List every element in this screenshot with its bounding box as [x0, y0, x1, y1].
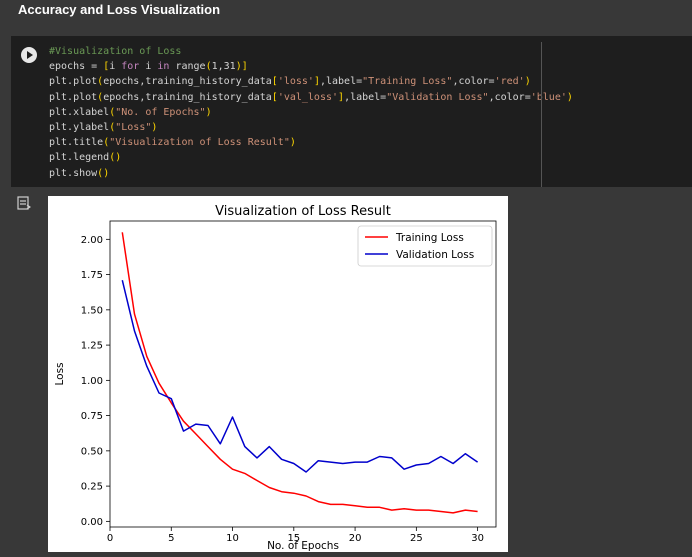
x-tick-label: 25 [410, 533, 423, 544]
x-axis-label: No. of Epochs [267, 540, 339, 552]
y-tick-label: 0.25 [81, 482, 103, 493]
code-token: ( [97, 91, 104, 103]
y-tick-label: 2.00 [81, 235, 103, 246]
x-tick-label: 30 [471, 533, 484, 544]
code-line: plt.plot(epochs,training_history_data['v… [49, 90, 573, 105]
code-token: plt.xlabel [49, 106, 110, 118]
play-icon [27, 51, 33, 59]
code-token: ( [109, 106, 116, 118]
code-editor[interactable]: #Visualization of Loss epochs = [i for i … [49, 44, 573, 181]
code-token: ( [205, 61, 212, 73]
y-tick-label: 1.25 [81, 341, 103, 352]
code-token: epochs = [49, 61, 104, 73]
code-token: ,label= [319, 76, 363, 88]
x-tick-label: 15 [287, 533, 300, 544]
y-tick-label: 1.00 [81, 376, 103, 387]
section-header: Accuracy and Loss Visualization [0, 0, 692, 34]
code-token: ) [151, 121, 158, 133]
code-token: plt.plot [49, 76, 98, 88]
series-line-validation-loss [121, 280, 479, 473]
code-token: ( [97, 76, 104, 88]
code-token: plt.show [49, 167, 98, 179]
code-token: for [121, 61, 140, 73]
code-token: ( [109, 121, 116, 133]
run-cell-button[interactable] [21, 47, 37, 63]
code-line: plt.xlabel("No. of Epochs") [49, 105, 573, 120]
loss-chart: Visualization of Loss Result 0 5 10 15 20 25 30… [54, 204, 497, 552]
code-token: i [109, 61, 122, 73]
code-token: [ [271, 91, 278, 103]
legend-label: Validation Loss [396, 249, 474, 261]
legend-box [357, 225, 493, 267]
code-token: [ [103, 61, 110, 73]
plot-output: Visualization of Loss Result 0 5 10 15 20 25 30… [48, 196, 508, 552]
code-token: ( [97, 167, 104, 179]
code-token: ) [289, 137, 296, 149]
x-tick-label: 0 [107, 533, 113, 544]
code-token: 'red' [494, 76, 525, 88]
output-toggle-icon[interactable] [17, 196, 32, 210]
code-token: 'loss' [277, 76, 314, 88]
code-line: plt.show() [49, 166, 573, 181]
code-token: ,color= [488, 91, 531, 103]
chart-title: Visualization of Loss Result [215, 204, 391, 219]
ruler-line [541, 42, 542, 187]
code-line: plt.plot(epochs,training_history_data['l… [49, 74, 573, 89]
y-tick-label: 0.75 [81, 411, 103, 422]
code-token: ,label= [344, 91, 387, 103]
code-line: plt.ylabel("Loss") [49, 120, 573, 135]
code-token: ] [241, 61, 248, 73]
code-token: "Loss" [115, 121, 152, 133]
code-token: ) [566, 91, 573, 103]
code-token: 'val_loss' [277, 91, 339, 103]
code-token: "Training Loss" [362, 76, 453, 88]
code-token: range [169, 61, 206, 73]
code-line: plt.legend() [49, 150, 573, 165]
code-token: epochs,training_history_data [103, 91, 272, 103]
code-token: ) [115, 152, 122, 164]
code-token: ] [313, 76, 320, 88]
code-line: plt.title("Visualization of Loss Result"… [49, 135, 573, 150]
code-token: plt.ylabel [49, 121, 110, 133]
x-tick-label: 20 [349, 533, 362, 544]
code-token: ) [205, 106, 212, 118]
x-tick-label: 10 [226, 533, 239, 544]
code-line: #Visualization of Loss [49, 44, 573, 59]
y-tick-label: 1.50 [81, 305, 103, 316]
code-token: "Visualization of Loss Result" [109, 137, 290, 149]
x-tick-label: 5 [168, 533, 174, 544]
y-tick-label: 1.75 [81, 270, 103, 281]
code-token: ( [103, 137, 110, 149]
code-token: in [157, 61, 170, 73]
code-line: epochs = [i for i in range(1,31)] [49, 59, 573, 74]
code-token: [ [271, 76, 278, 88]
code-token: #Visualization of Loss [49, 46, 182, 57]
y-tick-label: 0.00 [81, 517, 103, 528]
legend-label: Training Loss [395, 232, 464, 244]
code-token: i [139, 61, 158, 73]
y-axis-label: Loss [54, 362, 66, 385]
code-token: "Validation Loss" [386, 91, 489, 103]
axes-frame [109, 220, 497, 528]
code-token: ) [235, 61, 242, 73]
code-token: plt.plot [49, 91, 98, 103]
code-token: ) [103, 167, 110, 179]
code-token: ) [524, 76, 531, 88]
code-token: plt.legend [49, 152, 110, 164]
code-cell[interactable]: #Visualization of Loss epochs = [i for i … [11, 36, 692, 187]
code-token: ,color= [452, 76, 495, 88]
code-token: ( [109, 152, 116, 164]
code-token: plt.title [49, 137, 104, 149]
section-title: Accuracy and Loss Visualization [18, 2, 221, 17]
code-token: epochs,training_history_data [103, 76, 272, 88]
y-tick-label: 0.50 [81, 446, 103, 457]
code-token: 'blue' [530, 91, 567, 103]
code-token: "No. of Epochs" [115, 106, 206, 118]
code-token: 1,31 [211, 61, 236, 73]
series-line-training-loss [121, 232, 478, 514]
code-token: ] [338, 91, 345, 103]
